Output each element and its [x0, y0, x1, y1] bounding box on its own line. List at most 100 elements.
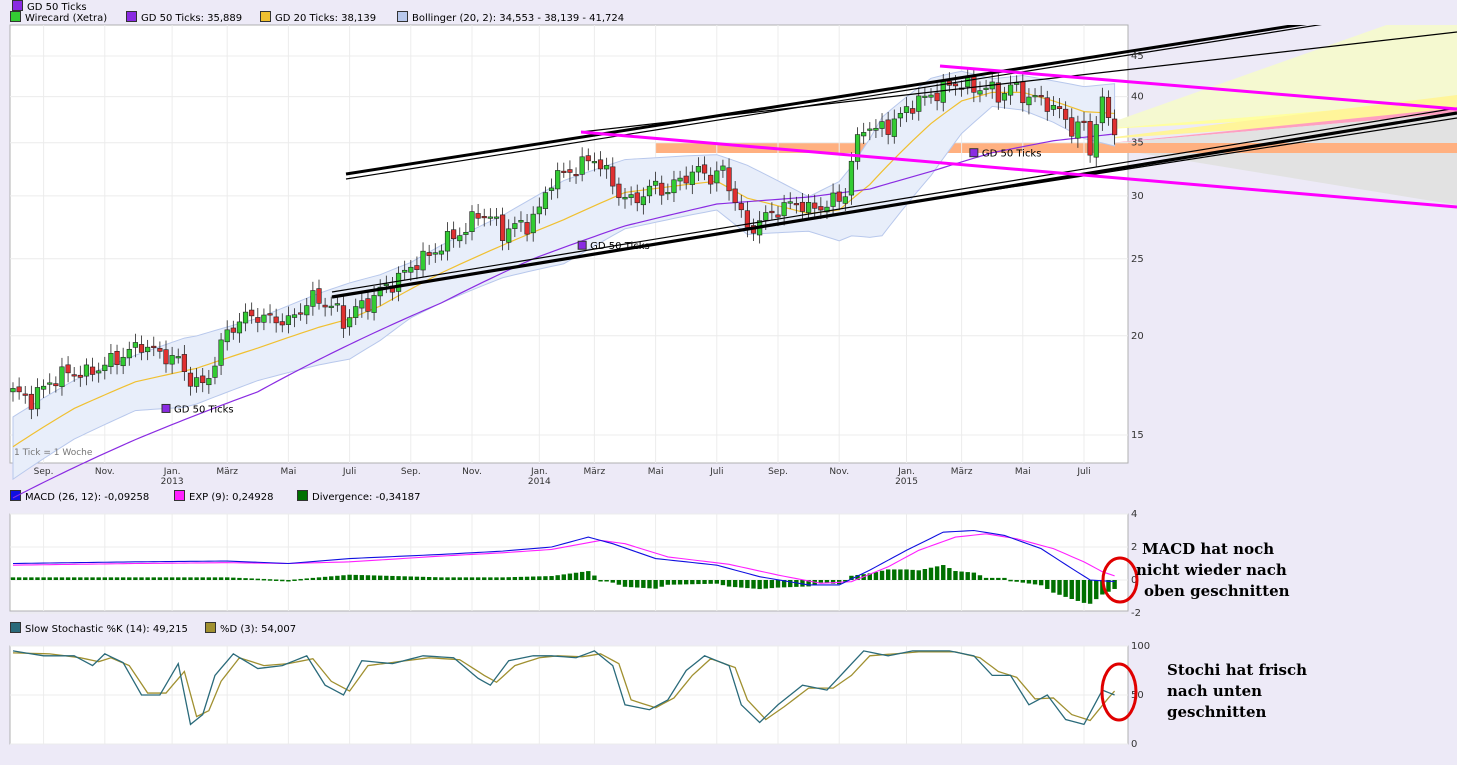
- macd-note-line-3: oben geschnitten: [1144, 582, 1290, 600]
- bollinger-swatch: [397, 11, 408, 22]
- divergence-bar: [720, 580, 726, 586]
- divergence-bar: [641, 580, 646, 588]
- macd-legend: MACD (26, 12): -0,09258 EXP (9): 0,24928…: [0, 488, 900, 504]
- divergence-bar: [329, 576, 334, 580]
- candle-body: [805, 202, 812, 213]
- candle-body: [518, 220, 524, 223]
- candle-body: [126, 348, 132, 359]
- divergence-bar: [806, 580, 811, 587]
- legend-item-wirecard: Wirecard (Xetra): [10, 11, 107, 24]
- divergence-bar: [169, 577, 175, 580]
- candle-body: [444, 231, 451, 252]
- candle-body: [432, 252, 438, 255]
- candle-body: [420, 250, 426, 271]
- candle-body: [1063, 108, 1069, 120]
- candle-body: [481, 216, 487, 219]
- divergence-bar: [249, 578, 254, 580]
- candle-body: [365, 298, 371, 312]
- candle-body: [879, 121, 885, 129]
- candle-body: [71, 374, 77, 377]
- legend-item-divergence: Divergence: -0,34187: [297, 490, 420, 503]
- candle-body: [194, 377, 200, 387]
- divergence-bar: [316, 577, 322, 580]
- divergence-bar: [959, 571, 964, 580]
- candle-body: [567, 169, 573, 173]
- x-tick-label: Nov.: [95, 467, 115, 477]
- divergence-bar: [396, 576, 401, 580]
- divergence-bar: [194, 577, 199, 580]
- divergence-bar: [947, 568, 952, 580]
- divergence-bar: [120, 577, 126, 580]
- candle-body: [408, 266, 414, 273]
- candle-body: [689, 171, 695, 185]
- x-tick-label: März: [584, 467, 606, 477]
- divergence-bar: [910, 569, 915, 580]
- candle-body: [169, 355, 175, 365]
- divergence-bar: [469, 577, 475, 580]
- divergence-bar: [531, 576, 536, 580]
- divergence-bar: [243, 578, 248, 580]
- candle-body: [151, 345, 157, 348]
- legend-item-gd20: GD 20 Ticks: 38,139: [260, 11, 376, 24]
- top-label: GD 50 Ticks: [27, 2, 87, 13]
- divergence-bar: [261, 578, 267, 581]
- divergence-bar: [1075, 580, 1081, 601]
- divergence-bar: [751, 580, 756, 589]
- divergence-bar: [1087, 580, 1093, 604]
- divergence-bar: [537, 576, 542, 580]
- divergence-bar: [310, 577, 316, 580]
- candle-body: [677, 177, 683, 182]
- stoch-lines: [12, 650, 1116, 726]
- candle-body: [426, 252, 432, 256]
- macd-note-line-2: nicht wieder nach: [1136, 561, 1287, 579]
- x-tick-label: März: [951, 467, 973, 477]
- candle-body: [187, 372, 194, 387]
- candle-body: [720, 165, 726, 171]
- divergence-bar: [573, 572, 579, 580]
- trend-lines: [331, 25, 1457, 299]
- candle-body: [1050, 105, 1056, 110]
- candle-body: [555, 170, 561, 190]
- candle-body: [916, 95, 922, 112]
- x-tick-label: Nov.: [462, 467, 482, 477]
- candle-body: [775, 214, 781, 218]
- divergence-bar: [1032, 580, 1038, 585]
- main-legend: Wirecard (Xetra) GD 50 Ticks: 35,889 GD …: [0, 9, 900, 25]
- divergence-bar: [23, 577, 28, 580]
- candle-body: [353, 306, 359, 318]
- macd-highlight-circle: [1101, 556, 1139, 604]
- divergence-bar: [598, 580, 603, 582]
- candle-body: [995, 82, 1001, 103]
- candle-body: [873, 127, 879, 131]
- candle-body: [1014, 82, 1020, 85]
- divergence-bar: [475, 577, 481, 580]
- candle-body: [781, 202, 787, 217]
- divergence-bar: [506, 577, 511, 580]
- divergence-bar: [965, 572, 970, 580]
- divergence-bar: [488, 577, 493, 580]
- divergence-bar: [567, 573, 573, 580]
- divergence-bar: [763, 580, 768, 589]
- candle-body: [47, 382, 53, 385]
- macd-y-tick: -2: [1131, 608, 1141, 619]
- divergence-bar: [1008, 579, 1013, 582]
- y-tick-label: 20: [1131, 331, 1144, 342]
- divergence-bar: [267, 579, 273, 581]
- divergence-bar: [665, 580, 671, 585]
- candle-body: [377, 286, 383, 297]
- divergence-bar: [231, 577, 236, 580]
- candle-body: [273, 316, 279, 324]
- gd50-marker-box: [161, 403, 171, 413]
- candle-body: [200, 375, 206, 384]
- candle-body: [530, 213, 536, 234]
- candle-body: [22, 393, 28, 396]
- candle-body: [322, 304, 328, 308]
- candle-body: [499, 214, 506, 241]
- divergence-bar: [996, 577, 1001, 580]
- divergence-bar: [898, 569, 903, 580]
- divergence-bar: [555, 575, 560, 580]
- candle-body: [310, 290, 316, 307]
- candle-body: [695, 166, 702, 173]
- candle-body: [206, 378, 212, 386]
- divergence-bar: [983, 577, 989, 580]
